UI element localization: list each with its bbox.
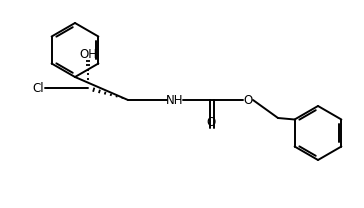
Text: NH: NH [166,94,184,106]
Text: O: O [244,94,253,106]
Text: Cl: Cl [32,82,44,94]
Text: O: O [206,116,215,129]
Text: OH: OH [79,48,97,61]
